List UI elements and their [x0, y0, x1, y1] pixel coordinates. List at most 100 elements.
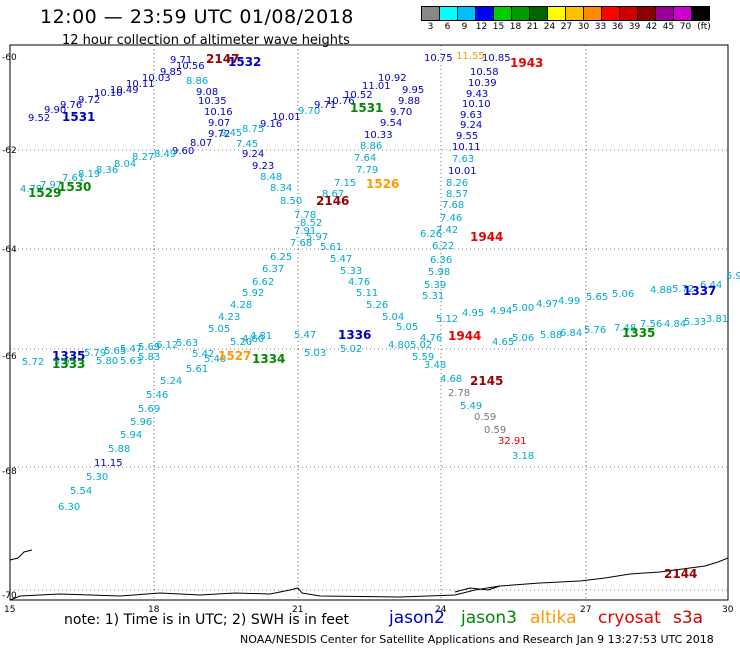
wave-height-values: 9.529.909.769.7210.1010.4910.1110.039.85…	[20, 51, 740, 513]
wave-height-value: 5.83	[138, 352, 160, 363]
wave-height-value: 5.65	[104, 346, 126, 357]
wave-height-value: 7.48	[614, 323, 636, 334]
wave-height-value: 3.18	[512, 451, 534, 462]
wave-height-value: 6.84	[560, 328, 582, 339]
wave-height-value: 9.71	[314, 100, 336, 111]
coastline	[9, 557, 729, 601]
lat-label: -62	[2, 146, 17, 156]
wave-height-value: 8.27	[132, 152, 154, 163]
wave-height-value: 6.44	[700, 280, 722, 291]
wave-height-value: 5.72	[22, 357, 44, 368]
wave-height-value: 4.79	[20, 184, 42, 195]
wave-height-value: 6.36	[430, 255, 452, 266]
wave-height-value: 7.45	[236, 139, 258, 150]
legend-label: 3	[427, 22, 434, 32]
wave-height-value: 8.86	[360, 141, 382, 152]
wave-height-value: 8.36	[96, 165, 118, 176]
wave-height-value: 7.78	[294, 210, 316, 221]
satellite-legend-cryosat: cryosat	[598, 608, 661, 628]
wave-height-value: 5.04	[382, 312, 404, 323]
legend-label: 36	[611, 22, 624, 32]
legend-label: 9	[461, 22, 468, 32]
wave-height-value: 4.68	[440, 374, 462, 385]
wave-height-value: 9.24	[242, 149, 264, 160]
wave-height-value: 6.26	[420, 229, 442, 240]
wave-height-value: 9.76	[60, 100, 82, 111]
wave-height-value: 9.52	[28, 113, 50, 124]
lat-label: -68	[2, 467, 17, 477]
legend-label: 42	[645, 22, 658, 32]
wave-height-value: 5.96	[726, 271, 740, 282]
wave-height-value: 5.61	[186, 364, 208, 375]
legend-label: 27	[560, 22, 573, 32]
legend-color-box	[691, 6, 710, 21]
wave-height-value: 5.03	[304, 348, 326, 359]
wave-height-value: 9.45	[220, 128, 242, 139]
wave-height-value: 9.70	[390, 107, 412, 118]
wave-height-value: 10.92	[378, 73, 407, 84]
legend-label: 21	[526, 22, 539, 32]
wave-height-value: 5.39	[424, 280, 446, 291]
wave-height-value: 9.71	[170, 55, 192, 66]
wave-height-value: 5.65	[54, 356, 76, 367]
pass-id-label: 2147	[206, 52, 239, 66]
wave-height-value: 32.91	[498, 436, 527, 447]
wave-height-value: 5.49	[460, 401, 482, 412]
wave-height-value: 8.86	[186, 76, 208, 87]
wave-height-value: 7.15	[334, 178, 356, 189]
wave-height-value: 10.01	[272, 112, 301, 123]
wave-height-value: 5.79	[84, 348, 106, 359]
wave-height-value: 9.60	[172, 146, 194, 157]
wave-height-value: 8.50	[280, 196, 302, 207]
wave-height-value: 4.28	[230, 300, 252, 311]
satellite-legend-s3a: s3a	[673, 608, 704, 628]
wave-height-value: 5.11	[356, 288, 378, 299]
pass-id-label: 1944	[470, 230, 503, 244]
legend-label: 30	[577, 22, 590, 32]
wave-height-value: 8.04	[114, 159, 136, 170]
wave-height-value: 5.33	[684, 317, 706, 328]
lat-label: -66	[2, 352, 17, 362]
wave-height-value: 9.54	[380, 118, 402, 129]
wave-height-value: 9.72	[78, 95, 100, 106]
wave-height-value: 9.24	[460, 120, 482, 131]
legend-unit: (ft)	[697, 22, 711, 32]
pass-id-label: 1531	[62, 110, 95, 124]
wave-height-value: 6.25	[270, 252, 292, 263]
wave-height-value: 6.62	[252, 277, 274, 288]
wave-height-value: 8.49	[154, 149, 176, 160]
wave-height-value: 7.63	[452, 154, 474, 165]
map-subtitle: 12 hour collection of altimeter wave hei…	[62, 33, 350, 48]
wave-height-value: 10.10	[94, 88, 123, 99]
wave-height-value: 7.91	[294, 226, 316, 237]
wave-height-value: 5.05	[208, 324, 230, 335]
legend-label: 70	[679, 22, 692, 32]
lon-label: 21	[292, 605, 303, 615]
pass-id-label: 1532	[228, 55, 261, 69]
wave-height-value: 10.11	[126, 79, 155, 90]
map-title: 12:00 — 23:59 UTC 01/08/2018	[40, 6, 354, 28]
wave-height-value: 4.94	[490, 306, 512, 317]
wave-height-value: 8.19	[78, 169, 100, 180]
wave-height-value: 0.59	[474, 412, 496, 423]
wave-height-value: 8.26	[446, 178, 468, 189]
wave-height-value: 9.85	[160, 67, 182, 78]
wave-height-value: 9.95	[402, 85, 424, 96]
wave-height-value: 10.75	[424, 53, 453, 64]
wave-height-value: 7.61	[62, 173, 84, 184]
color-scale-legend: 3 6 9 12 15 18 21 24 27 30 33 36 39 42 45 70 (ft)	[421, 6, 711, 35]
wave-height-value: 5.80	[96, 356, 118, 367]
axis-labels: -60 -62 -64 -66 -68 -70 15 18 21 24 27 3…	[2, 53, 734, 615]
wave-height-value: 9.90	[44, 105, 66, 116]
wave-height-value: 5.20	[230, 337, 252, 348]
wave-height-value: 5.31	[422, 291, 444, 302]
wave-height-value: 4.99	[558, 296, 580, 307]
wave-height-value: 9.63	[460, 110, 482, 121]
wave-height-value: 8.52	[300, 218, 322, 229]
pass-id-label: 1527	[218, 349, 251, 363]
wave-height-value: 11.55	[456, 51, 485, 62]
credit-line: NOAA/NESDIS Center for Satellite Applica…	[240, 633, 714, 646]
wave-height-value: 5.47	[120, 344, 142, 355]
wave-height-value: 4.23	[218, 312, 240, 323]
